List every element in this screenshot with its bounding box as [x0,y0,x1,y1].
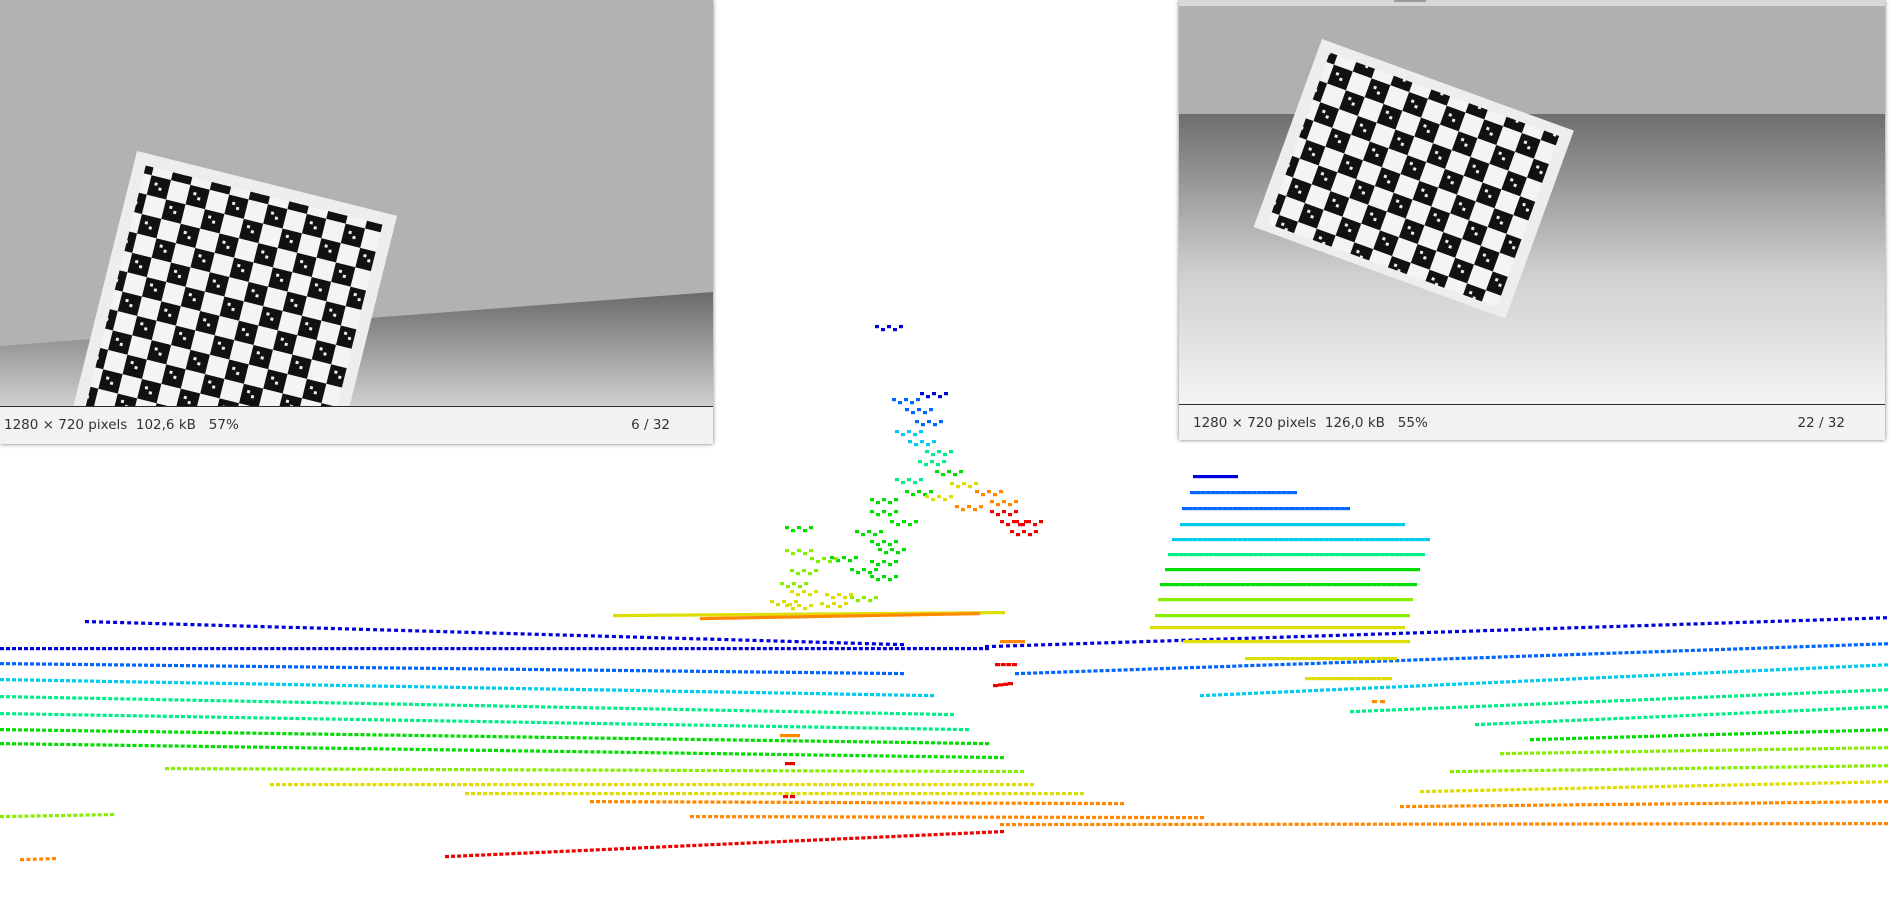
window-tab-indicator [1394,0,1426,2]
status-bar: 1280 × 720 pixels 126,0 kB 55% 22 / 32 [1179,404,1885,440]
image-viewer-window-left[interactable]: 1280 × 720 pixels 102,6 kB 57% 6 / 32 [0,0,713,444]
image-info: 1280 × 720 pixels 102,6 kB 57% [4,417,239,433]
checkerboard-calibration-image [1179,6,1885,404]
image-counter: 6 / 32 [631,417,670,433]
checkerboard-board [66,151,398,406]
lidar-scan-points [0,325,1888,862]
image-info: 1280 × 720 pixels 126,0 kB 55% [1193,415,1428,431]
checkerboard-board [1253,39,1574,319]
image-viewer-window-right[interactable]: 1280 × 720 pixels 126,0 kB 55% 22 / 32 [1179,0,1885,440]
image-counter: 22 / 32 [1797,415,1846,431]
status-bar: 1280 × 720 pixels 102,6 kB 57% 6 / 32 [0,406,713,444]
checkerboard-calibration-image [0,0,713,406]
